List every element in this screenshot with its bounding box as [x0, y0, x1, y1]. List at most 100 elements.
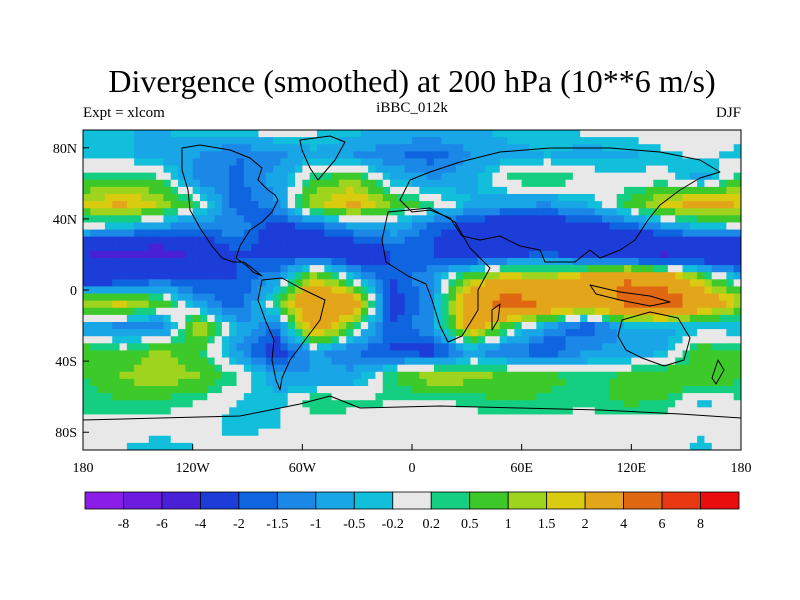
field-cell	[156, 435, 165, 444]
field-cell	[587, 194, 596, 202]
field-cell	[514, 151, 523, 160]
field-cell	[397, 222, 406, 231]
field-cell	[192, 165, 201, 174]
field-cell	[141, 350, 150, 359]
field-cell	[192, 322, 201, 330]
field-cell	[368, 222, 377, 231]
field-cell	[397, 322, 406, 330]
field-cell	[331, 293, 340, 302]
field-cell	[309, 314, 318, 323]
field-cell	[192, 329, 201, 337]
field-cell	[536, 442, 545, 450]
field-cell	[287, 236, 296, 245]
field-cell	[448, 279, 457, 288]
field-cell	[631, 194, 640, 202]
field-cell	[514, 250, 523, 259]
field-cell	[499, 222, 508, 231]
field-cell	[426, 364, 435, 373]
field-cell	[83, 250, 91, 259]
field-cell	[536, 293, 545, 302]
field-cell	[697, 343, 706, 352]
field-cell	[565, 272, 574, 280]
field-cell	[733, 300, 741, 309]
field-cell	[521, 179, 530, 188]
field-cell	[126, 393, 135, 401]
field-cell	[536, 322, 545, 330]
field-cell	[719, 357, 727, 366]
field-cell	[441, 208, 450, 216]
field-cell	[470, 364, 479, 373]
field-cell	[558, 393, 567, 401]
field-cell	[543, 336, 552, 344]
field-cell	[302, 208, 311, 216]
field-cell	[485, 407, 494, 416]
field-cell	[697, 364, 706, 373]
field-cell	[609, 364, 618, 373]
field-cell	[719, 151, 727, 160]
field-cell	[645, 208, 654, 216]
field-cell	[148, 179, 157, 188]
field-cell	[207, 236, 216, 245]
field-cell	[594, 393, 603, 401]
field-cell	[412, 293, 420, 302]
field-cell	[207, 215, 216, 224]
field-cell	[528, 307, 537, 316]
field-cell	[185, 428, 194, 437]
field-cell	[485, 201, 494, 209]
field-cell	[419, 130, 428, 138]
field-cell	[455, 364, 464, 373]
field-cell	[207, 364, 216, 373]
field-cell	[119, 229, 128, 238]
field-cell	[287, 364, 296, 373]
field-cell	[507, 201, 515, 209]
field-cell	[163, 293, 172, 302]
field-cell	[514, 350, 523, 359]
field-cell	[90, 151, 99, 160]
field-cell	[331, 300, 340, 309]
field-cell	[280, 428, 289, 437]
field-cell	[485, 357, 494, 366]
field-cell	[602, 265, 610, 273]
field-cell	[236, 165, 245, 174]
field-cell	[214, 428, 223, 437]
field-cell	[302, 151, 311, 160]
field-cell	[675, 364, 684, 373]
field-cell	[324, 286, 333, 295]
field-cell	[83, 258, 91, 266]
field-cell	[697, 265, 706, 273]
field-cell	[514, 258, 523, 266]
field-cell	[185, 371, 194, 380]
field-cell	[507, 272, 515, 280]
field-cell	[412, 371, 420, 380]
field-cell	[499, 435, 508, 444]
field-cell	[675, 194, 684, 202]
field-cell	[550, 428, 559, 437]
field-cell	[528, 186, 537, 195]
field-cell	[631, 435, 640, 444]
field-cell	[689, 265, 698, 273]
field-cell	[324, 243, 333, 252]
field-cell	[448, 435, 457, 444]
field-cell	[390, 300, 398, 309]
field-cell	[412, 172, 420, 181]
field-cell	[141, 293, 150, 302]
field-cell	[331, 272, 340, 280]
field-cell	[404, 229, 413, 238]
field-cell	[251, 229, 260, 238]
field-cell	[689, 236, 698, 245]
field-cell	[507, 172, 515, 181]
field-cell	[156, 272, 165, 280]
field-cell	[499, 407, 508, 416]
field-cell	[141, 386, 150, 394]
field-cell	[148, 371, 157, 380]
field-cell	[572, 137, 581, 145]
field-cell	[492, 236, 501, 245]
field-cell	[309, 144, 318, 152]
field-cell	[638, 229, 647, 238]
field-cell	[243, 286, 252, 295]
field-cell	[521, 279, 530, 288]
field-cell	[368, 265, 377, 273]
field-cell	[638, 350, 647, 359]
field-cell	[324, 350, 333, 359]
field-cell	[507, 137, 515, 145]
